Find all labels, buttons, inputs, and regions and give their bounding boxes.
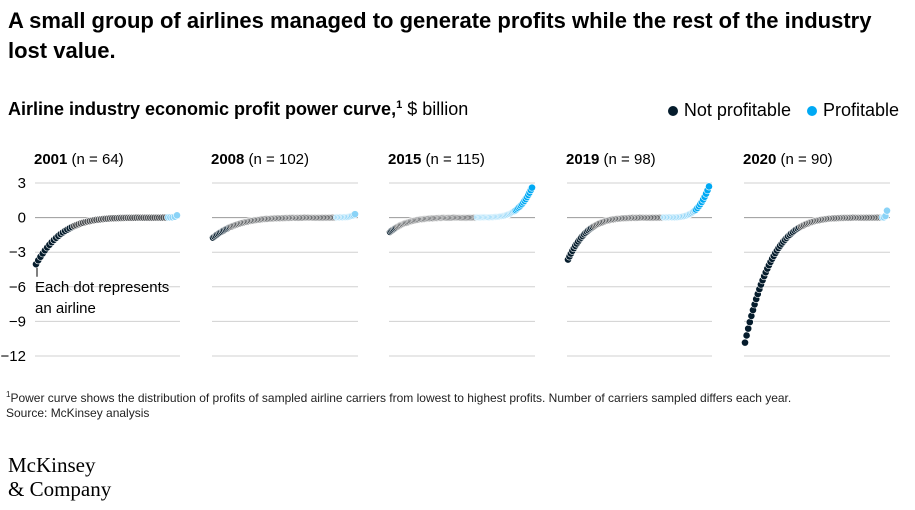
y-tick-label: −6 bbox=[9, 279, 26, 296]
panel-sample-size: (n = 90) bbox=[776, 151, 832, 168]
logo-line-2: & Company bbox=[8, 477, 112, 501]
profitable-airline-dot bbox=[528, 183, 536, 192]
y-tick-label: 3 bbox=[18, 175, 26, 192]
y-tick-label: −3 bbox=[9, 244, 26, 261]
subtitle-unit: $ billion bbox=[407, 99, 469, 119]
panel-year: 2008 bbox=[211, 151, 244, 168]
source-note: Source: McKinsey analysis bbox=[6, 406, 150, 420]
footnote: 1Power curve shows the distribution of p… bbox=[6, 387, 791, 406]
legend-label-profitable: Profitable bbox=[822, 100, 899, 120]
panel-year: 2020 bbox=[743, 151, 776, 168]
panel-year: 2015 bbox=[388, 151, 421, 168]
panel-sample-size: (n = 64) bbox=[67, 151, 123, 168]
unprofitable-airline-dot bbox=[744, 324, 753, 333]
panel-year: 2019 bbox=[566, 151, 599, 168]
chart-notes: 1Power curve shows the distribution of p… bbox=[6, 387, 791, 421]
power-curve-line bbox=[567, 186, 710, 260]
legend-dot-not-profitable bbox=[667, 105, 678, 116]
legend: Not profitable Profitable bbox=[667, 100, 899, 121]
panel-title: 2015 (n = 115) bbox=[388, 151, 485, 168]
panel-title: 2020 (n = 90) bbox=[743, 151, 833, 168]
footnote-text: Power curve shows the distribution of pr… bbox=[10, 391, 792, 405]
panel-title: 2008 (n = 102) bbox=[211, 151, 309, 168]
annotation-line-1: Each dot represents bbox=[35, 279, 169, 296]
panel-title: 2019 (n = 98) bbox=[566, 151, 656, 168]
profitable-airline-dot bbox=[883, 206, 891, 215]
footnote-ref: 1 bbox=[396, 99, 403, 111]
y-tick-label: 0 bbox=[18, 210, 26, 227]
profitable-airline-dot bbox=[705, 182, 713, 191]
panel-sample-size: (n = 115) bbox=[421, 151, 485, 168]
legend-dot-profitable bbox=[806, 105, 817, 116]
legend-label-not-profitable: Not profitable bbox=[683, 100, 791, 120]
panel-sample-size: (n = 98) bbox=[599, 151, 655, 168]
subtitle-main: Airline industry economic profit power c… bbox=[8, 99, 397, 119]
unprofitable-airline-dot bbox=[741, 338, 749, 347]
panel-title: 2001 (n = 64) bbox=[34, 151, 124, 168]
headline: A small group of airlines managed to gen… bbox=[8, 8, 872, 63]
footnote-marker: 1 bbox=[6, 390, 11, 399]
y-tick-label: −12 bbox=[1, 348, 26, 365]
panel-year: 2001 bbox=[34, 151, 67, 168]
y-tick-label: −9 bbox=[9, 313, 26, 330]
legend-item-profitable: Profitable bbox=[806, 100, 899, 121]
profitable-airline-dot bbox=[173, 211, 181, 220]
panel-sample-size: (n = 102) bbox=[244, 151, 309, 168]
unprofitable-airline-dot bbox=[742, 331, 751, 340]
profitable-airline-dot bbox=[351, 210, 359, 219]
chart-subtitle: Airline industry economic profit power c… bbox=[8, 99, 468, 120]
annotation-line-2: an airline bbox=[35, 300, 96, 317]
legend-item-not-profitable: Not profitable bbox=[667, 100, 791, 121]
logo-line-1: McKinsey bbox=[8, 453, 96, 477]
mckinsey-logo: McKinsey & Company bbox=[8, 453, 111, 501]
